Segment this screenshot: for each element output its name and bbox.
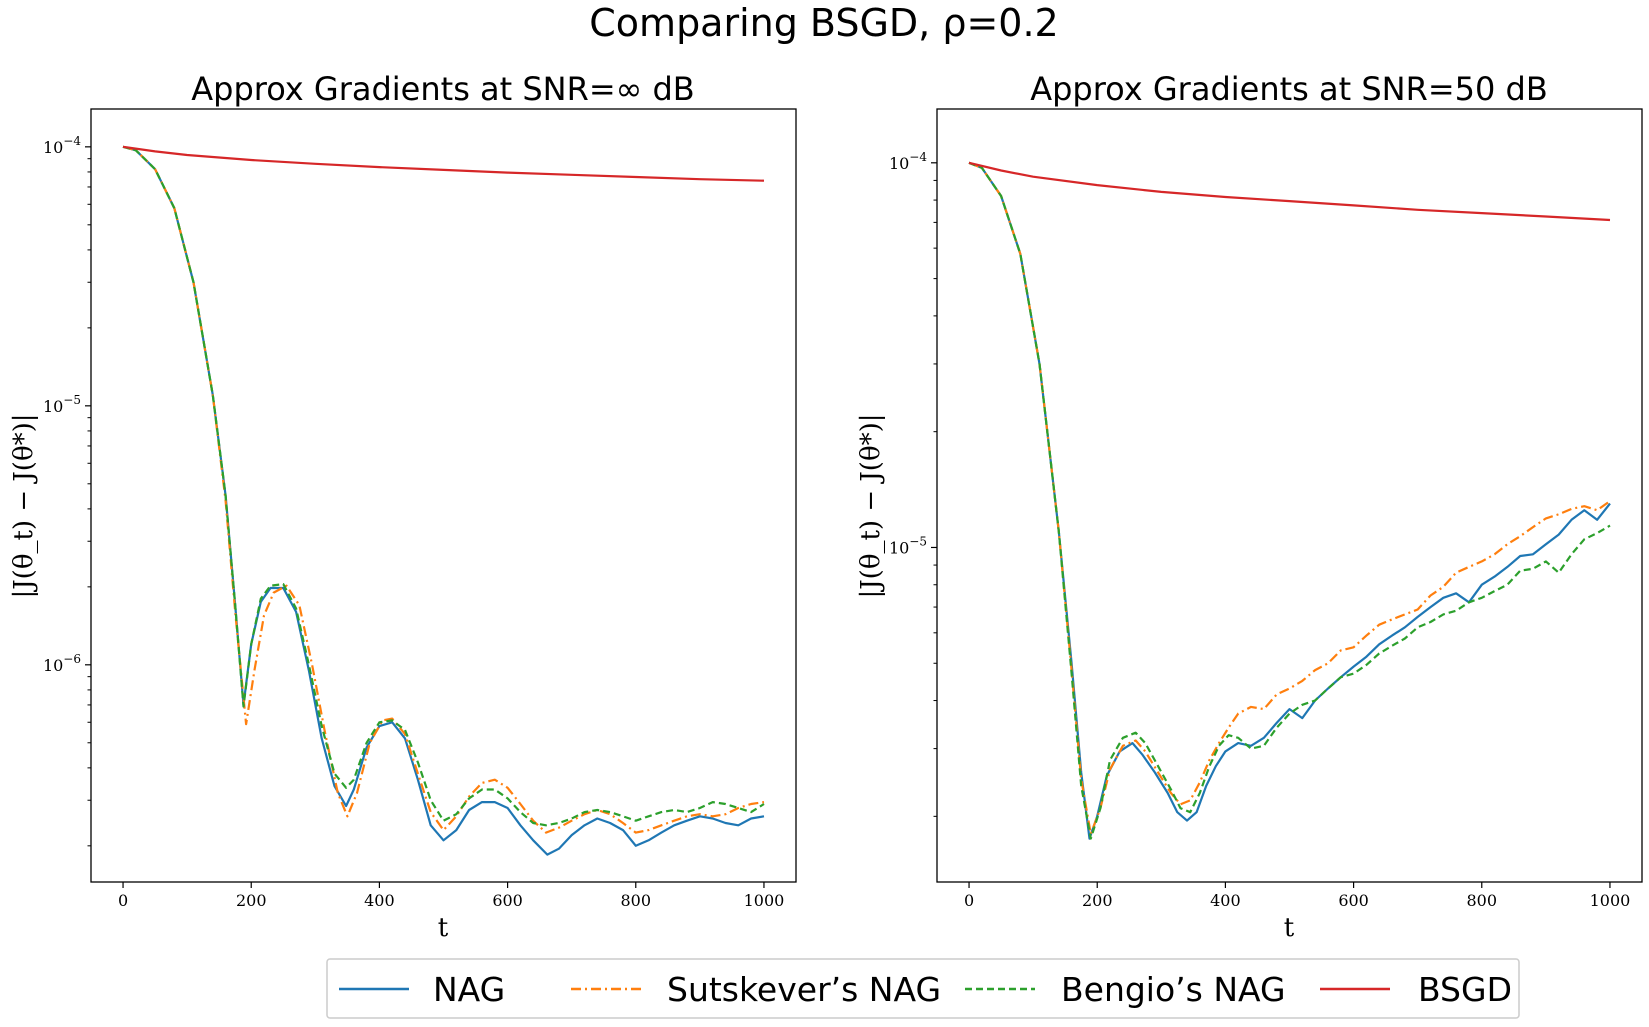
right-series-nag: [968, 161, 1611, 840]
right-xtick-label: 400: [1210, 891, 1241, 910]
right-xtick-label: 200: [1082, 891, 1113, 910]
left-ytick-label: 10−5: [43, 393, 81, 416]
left-series-sutskever-s-nag: [122, 145, 765, 834]
right-subplot: Approx Gradients at SNR=50 dB t |J(θ_t) …: [856, 70, 1643, 943]
left-series-nag: [122, 145, 765, 856]
left-subplot: Approx Gradients at SNR=∞ dB t |J(θ_t) −…: [9, 70, 797, 943]
left-subplot-xlabel: t: [438, 913, 449, 943]
left-xtick-label: 600: [492, 891, 523, 910]
right-xtick-label: 0: [964, 891, 974, 910]
left-subplot-title: Approx Gradients at SNR=∞ dB: [191, 70, 695, 108]
left-series-bsgd: [122, 145, 765, 182]
right-xtick-label: 800: [1466, 891, 1497, 910]
right-subplot-ylabel: |J(θ_t) − J(θ*)|: [856, 413, 886, 598]
right-xtick-label: 600: [1338, 891, 1369, 910]
figure-title: Comparing BSGD, ρ=0.2: [589, 1, 1058, 45]
left-xtick-label: 1000: [744, 891, 785, 910]
right-series-bengio-s-nag: [968, 161, 1611, 840]
legend-label: Sutskever’s NAG: [667, 970, 941, 1009]
legend-frame: [326, 958, 1520, 1019]
right-axes-frame: [936, 108, 1643, 883]
legend-label: NAG: [433, 970, 505, 1009]
right-xtick-label: 1000: [1590, 891, 1631, 910]
left-subplot-ylabel: |J(θ_t) − J(θ*)|: [9, 413, 39, 598]
left-ytick-label: 10−6: [43, 652, 81, 675]
legend-label: Bengio’s NAG: [1061, 970, 1286, 1009]
left-axes-frame: [90, 108, 797, 883]
left-xtick-label: 400: [364, 891, 395, 910]
right-subplot-xlabel: t: [1284, 913, 1295, 943]
right-subplot-title: Approx Gradients at SNR=50 dB: [1030, 70, 1548, 108]
left-series-bengio-s-nag: [122, 145, 765, 827]
right-series-sutskever-s-nag: [968, 161, 1611, 835]
right-series-bsgd: [968, 161, 1611, 222]
left-xtick-label: 200: [236, 891, 267, 910]
left-xtick-label: 0: [118, 891, 128, 910]
right-ytick-label: 10−4: [889, 150, 927, 173]
left-ytick-label: 10−4: [43, 134, 81, 157]
legend: NAG Sutskever’s NAG Bengio’s NAG BSGD: [326, 958, 1520, 1019]
left-xtick-label: 800: [620, 891, 651, 910]
right-ytick-label: 10−5: [889, 534, 927, 557]
legend-label: BSGD: [1418, 970, 1512, 1009]
